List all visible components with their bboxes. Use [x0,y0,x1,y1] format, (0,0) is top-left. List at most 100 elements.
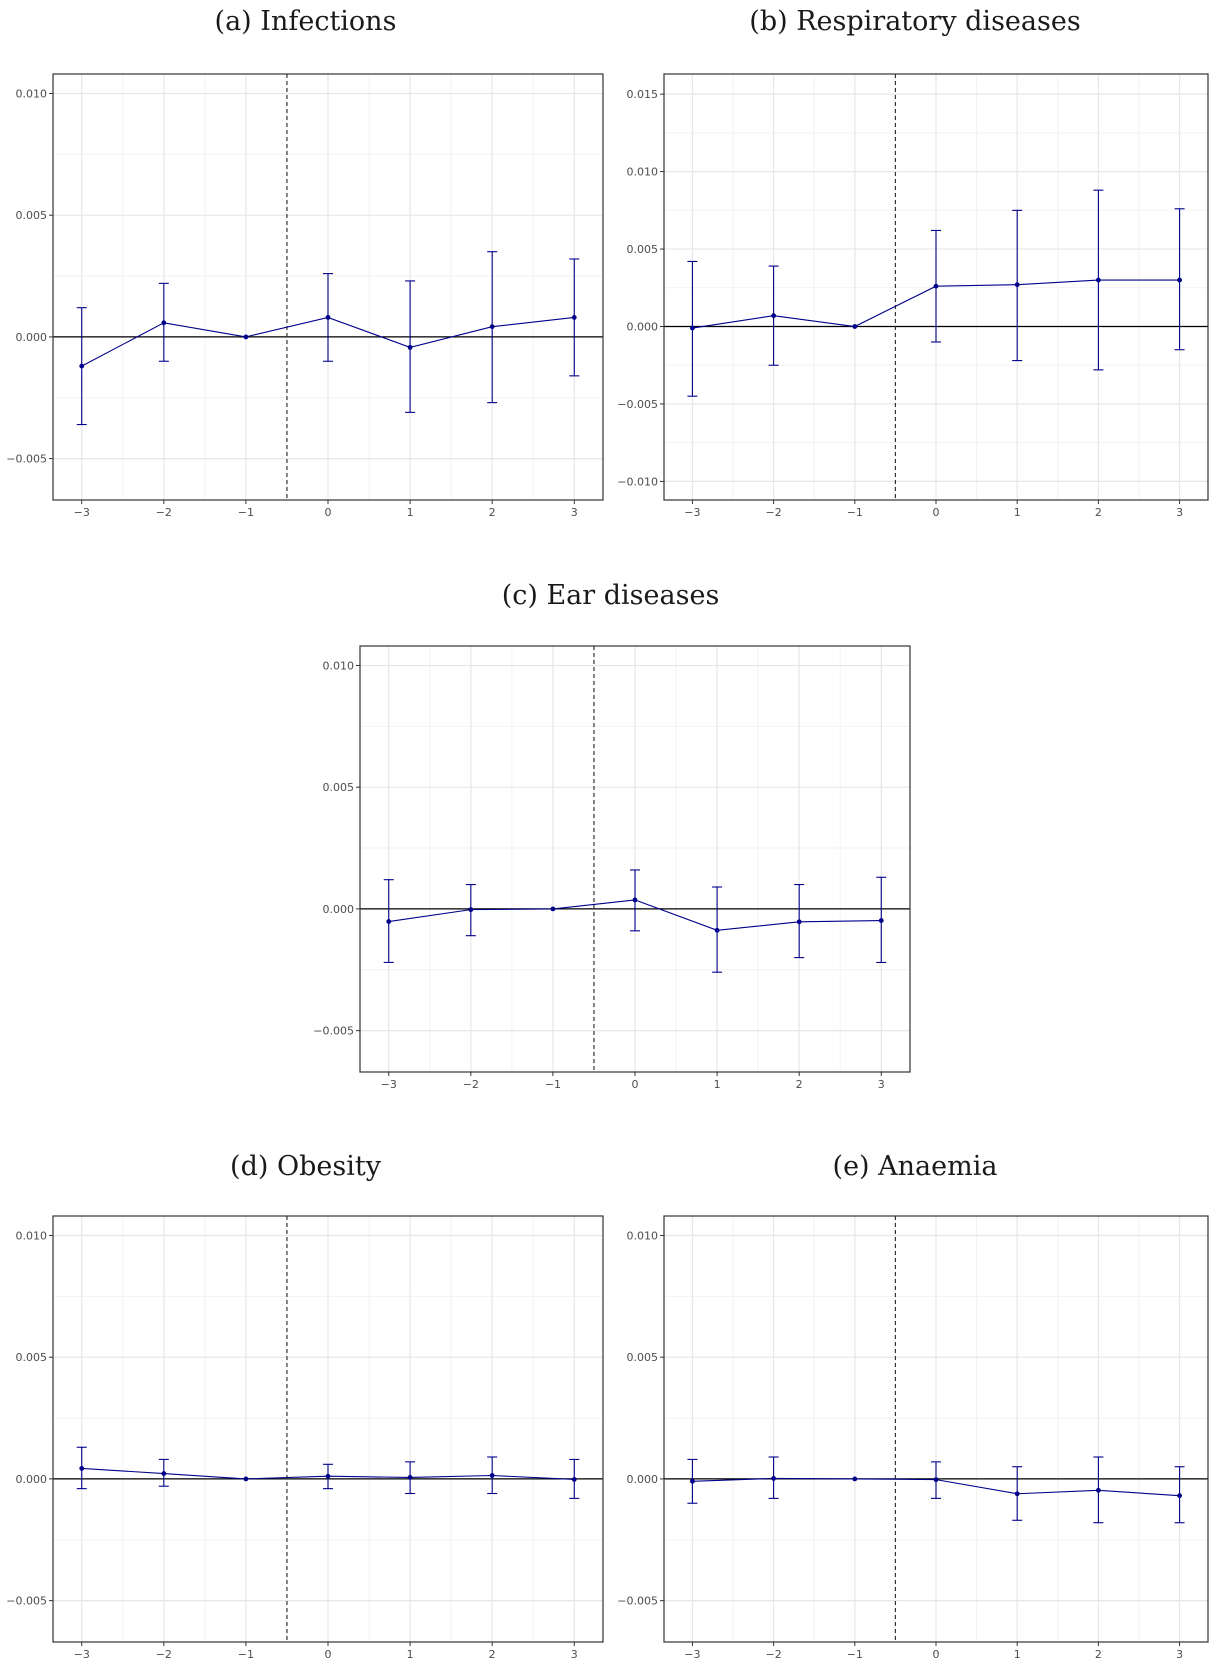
data-point [771,1476,777,1481]
data-point [632,897,638,903]
x-tick-label: −1 [238,506,254,519]
data-point [79,1466,85,1471]
data-point [489,1473,495,1478]
data-point [878,918,884,923]
x-tick-label: −3 [684,506,700,519]
data-point [1014,1491,1020,1497]
x-tick-label: 1 [1014,506,1021,519]
y-tick-label: −0.005 [313,1025,354,1038]
data-point [690,325,695,331]
data-point [407,344,413,350]
x-tick-label: 2 [489,1648,496,1661]
x-tick-label: 0 [632,1078,639,1091]
x-tick-label: 2 [1095,506,1102,519]
data-point [489,324,495,330]
y-tick-label: 0.005 [16,1351,48,1364]
data-point [1095,277,1101,283]
x-tick-label: 2 [489,506,496,519]
data-point [852,1476,858,1482]
data-point [325,315,331,320]
data-point [796,919,802,925]
x-tick-label: 3 [571,1648,578,1661]
x-tick-label: 1 [407,1648,414,1661]
x-tick-label: −1 [545,1078,561,1091]
data-point [79,363,85,369]
x-tick-label: 3 [1176,1648,1183,1661]
x-tick-label: −2 [156,1648,172,1661]
x-tick-label: 2 [1095,1648,1102,1661]
y-tick-label: 0.015 [627,88,659,101]
data-point [1014,282,1020,288]
y-tick-label: 0.000 [627,321,659,334]
data-point [550,906,556,912]
y-tick-label: 0.010 [627,1229,659,1242]
data-point [571,1476,577,1482]
data-point [852,324,858,329]
y-tick-label: 0.000 [16,331,48,344]
y-tick-label: 0.005 [627,243,659,256]
y-tick-label: 0.010 [16,1229,48,1242]
x-tick-label: −1 [847,506,863,519]
x-tick-label: −1 [847,1648,863,1661]
x-tick-label: −2 [463,1078,479,1091]
x-tick-label: −3 [74,506,90,519]
x-tick-label: 3 [1176,506,1183,519]
x-tick-label: 2 [796,1078,803,1091]
data-point [1177,277,1182,283]
x-tick-label: 0 [325,506,332,519]
y-tick-label: −0.005 [6,1595,47,1608]
panel-title-b: (b) Respiratory diseases [749,6,1081,37]
data-point [1177,1493,1182,1499]
data-point [1095,1487,1101,1493]
y-tick-label: 0.005 [16,209,48,222]
data-point [571,315,577,320]
data-point [690,1478,695,1484]
data-point [933,283,939,289]
y-tick-label: −0.005 [617,1595,658,1608]
data-point [468,907,474,913]
data-point [161,1471,167,1476]
x-tick-label: −2 [766,506,782,519]
x-tick-label: −3 [381,1078,397,1091]
event-study-plot-infections: −0.005 0.000 0.005 0.010 −3 −2 −1 0 1 2 3 [6,73,604,519]
panel-title-e: (e) Anaemia [832,1151,998,1182]
y-tick-label: −0.005 [6,453,47,466]
x-tick-label: 3 [878,1078,885,1091]
event-study-plot-obesity: −0.005 0.000 0.005 0.010 −3 −2 −1 0 1 2 3 [6,1215,604,1661]
x-tick-label: 3 [571,506,578,519]
y-tick-label: 0.010 [627,166,659,179]
data-point [714,927,720,933]
x-tick-label: 1 [407,506,414,519]
y-tick-label: 0.010 [323,659,355,672]
data-point [243,1476,249,1482]
data-point [243,334,249,340]
x-tick-label: 0 [325,1648,332,1661]
data-point [771,313,777,319]
panel-title-c: (c) Ear diseases [501,580,720,611]
x-tick-label: 1 [714,1078,721,1091]
event-study-plot-anaemia: −0.005 0.000 0.005 0.010 −3 −2 −1 0 1 2 3 [617,1215,1209,1661]
x-tick-label: −2 [156,506,172,519]
data-point [407,1475,413,1480]
data-point [386,919,392,924]
event-study-plot-ear: −0.005 0.000 0.005 0.010 −3 −2 −1 0 1 2 3 [313,645,911,1091]
data-point [325,1473,331,1479]
y-tick-label: 0.000 [323,903,355,916]
event-study-plot-respiratory: −0.010 −0.005 0.000 0.005 0.010 0.015 −3 −2 −1 0 1… [617,73,1209,519]
y-tick-label: 0.000 [16,1473,48,1486]
x-tick-label: −3 [74,1648,90,1661]
y-tick-label: −0.010 [617,475,658,488]
data-point [933,1477,939,1483]
x-tick-label: 0 [933,506,940,519]
y-tick-label: −0.005 [617,398,658,411]
x-tick-label: −3 [684,1648,700,1661]
y-tick-label: 0.000 [627,1473,659,1486]
x-tick-label: −2 [766,1648,782,1661]
x-tick-label: −1 [238,1648,254,1661]
y-tick-label: 0.010 [16,87,48,100]
y-tick-label: 0.005 [323,781,355,794]
panel-title-a: (a) Infections [214,6,397,37]
x-tick-label: 0 [933,1648,940,1661]
x-tick-label: 1 [1014,1648,1021,1661]
panel-title-d: (d) Obesity [230,1151,381,1182]
